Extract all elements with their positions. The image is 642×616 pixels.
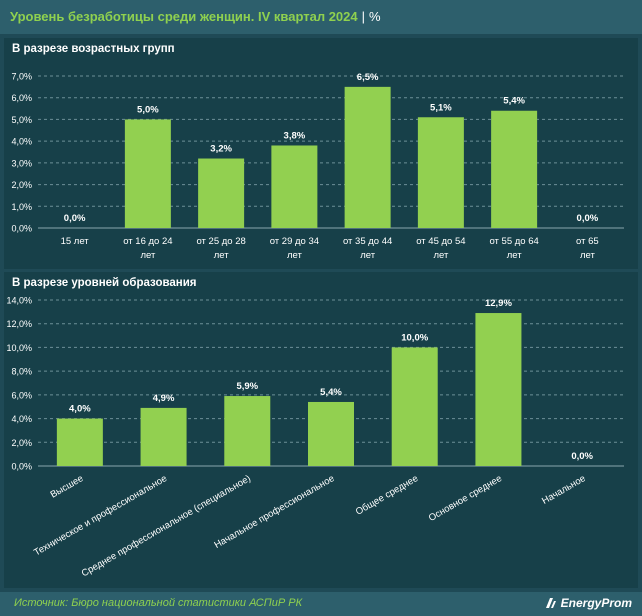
- bar: [198, 158, 245, 228]
- age-groups-panel: В разрезе возрастных групп 0,0% 1,0% 2,0% 3…: [4, 38, 638, 269]
- bar: [271, 145, 318, 228]
- x-tick-label: Высшее: [49, 473, 86, 501]
- bar: [224, 396, 271, 466]
- y-tick-label: 2,0%: [11, 438, 32, 448]
- data-label: 5,9%: [236, 381, 258, 392]
- y-tick-label: 4,0%: [11, 414, 32, 424]
- brand-name: EnergyProm: [560, 596, 632, 610]
- y-tick-label: 10,0%: [6, 343, 32, 353]
- y-tick-label: 7,0%: [11, 72, 32, 82]
- y-tick-label: 6,0%: [11, 93, 32, 103]
- data-label: 4,9%: [153, 393, 175, 404]
- footer-bar: Источник: Бюро национальной статистики А…: [0, 592, 642, 616]
- y-tick-label: 12,0%: [6, 319, 32, 329]
- energyprom-logo-icon: [545, 598, 556, 608]
- age-groups-chart: 0,0% 1,0% 2,0% 3,0% 4,0% 5,0% 6,0% 7,0% 0,0% 15 л…: [11, 72, 624, 261]
- brand-logo: EnergyProm: [545, 596, 632, 610]
- education-panel: В разрезе уровней образования 0,0% 2,0% 4,…: [4, 272, 638, 588]
- title-unit: %: [369, 9, 381, 24]
- y-tick-label: 0,0%: [11, 462, 32, 472]
- x-tick-label: от 29 до 34 лет: [270, 236, 319, 261]
- x-tick-label: Начальное: [540, 473, 587, 507]
- data-label: 5,0%: [137, 104, 159, 115]
- x-tick-label: от 35 до 44 лет: [343, 236, 392, 261]
- y-tick-label: 14,0%: [6, 296, 32, 306]
- y-tick-label: 2,0%: [11, 180, 32, 190]
- bar: [491, 110, 538, 228]
- x-tick-label: от 55 до 64 лет: [489, 236, 538, 261]
- bar: [140, 407, 187, 466]
- bar: [391, 347, 438, 466]
- y-tick-label: 8,0%: [11, 367, 32, 377]
- y-tick-label: 5,0%: [11, 115, 32, 125]
- data-label: 3,2%: [210, 144, 232, 155]
- age-groups-section-title: В разрезе возрастных групп: [12, 43, 175, 55]
- bar: [417, 117, 464, 228]
- x-tick-label: от 16 до 24 лет: [123, 236, 172, 261]
- bar: [475, 313, 522, 466]
- header-bar: Уровень безработицы среди женщин. IV ква…: [0, 0, 642, 34]
- education-chart: 0,0% 2,0% 4,0% 6,0% 8,0% 10,0% 12,0% 14,0% 4,0% В…: [6, 296, 624, 579]
- data-label: 6,5%: [357, 72, 379, 83]
- x-tick-label: от 25 до 28 лет: [196, 236, 245, 261]
- data-label: 5,4%: [320, 387, 342, 398]
- bar: [124, 119, 171, 228]
- data-label: 10,0%: [401, 332, 428, 343]
- title-separator: |: [361, 9, 366, 24]
- x-tick-label: Среднее профессиональное (специальное): [80, 473, 253, 579]
- x-tick-label: Общее среднее: [354, 473, 420, 518]
- x-tick-label: от 65 лет: [576, 236, 599, 261]
- x-tick-label: от 45 до 54 лет: [416, 236, 465, 261]
- source-note: Источник: Бюро национальной статистики А…: [14, 597, 303, 609]
- data-label: 5,4%: [503, 96, 525, 107]
- y-tick-label: 3,0%: [11, 158, 32, 168]
- x-tick-label: Основное среднее: [427, 473, 504, 524]
- title-text: Уровень безработицы среди женщин. IV ква…: [10, 9, 358, 24]
- page-title: Уровень безработицы среди женщин. IV ква…: [10, 9, 381, 24]
- data-label: 0,0%: [577, 213, 599, 224]
- y-tick-label: 0,0%: [11, 224, 32, 234]
- x-tick-label: 15 лет: [61, 236, 90, 247]
- data-label: 4,0%: [69, 404, 91, 415]
- bar: [308, 401, 354, 466]
- data-label: 5,1%: [430, 102, 452, 113]
- data-label: 3,8%: [284, 130, 306, 141]
- bar: [56, 418, 103, 466]
- education-section-title: В разрезе уровней образования: [12, 277, 197, 289]
- y-tick-label: 1,0%: [11, 202, 32, 212]
- bar: [344, 86, 391, 228]
- x-tick-label: Техническое и профессиональное: [32, 473, 169, 558]
- data-label: 0,0%: [571, 451, 593, 462]
- data-label: 0,0%: [64, 213, 86, 224]
- y-tick-label: 4,0%: [11, 137, 32, 147]
- y-tick-label: 6,0%: [11, 390, 32, 400]
- data-label: 12,9%: [485, 298, 512, 309]
